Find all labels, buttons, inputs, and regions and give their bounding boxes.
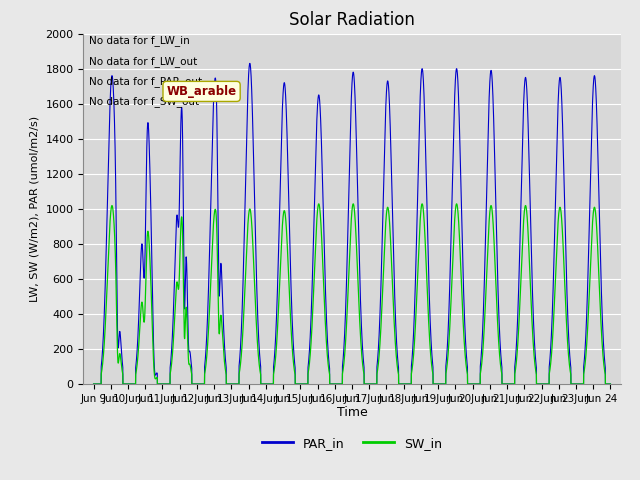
Text: No data for f_SW_out: No data for f_SW_out — [88, 96, 198, 107]
Text: No data for f_LW_in: No data for f_LW_in — [88, 36, 189, 46]
Title: Solar Radiation: Solar Radiation — [289, 11, 415, 29]
X-axis label: Time: Time — [337, 407, 367, 420]
Text: WB_arable: WB_arable — [166, 85, 237, 98]
Y-axis label: LW, SW (W/m2), PAR (umol/m2/s): LW, SW (W/m2), PAR (umol/m2/s) — [30, 116, 40, 302]
Legend: PAR_in, SW_in: PAR_in, SW_in — [257, 432, 447, 455]
Text: No data for f_PAR_out: No data for f_PAR_out — [88, 76, 202, 87]
Text: No data for f_LW_out: No data for f_LW_out — [88, 56, 197, 67]
